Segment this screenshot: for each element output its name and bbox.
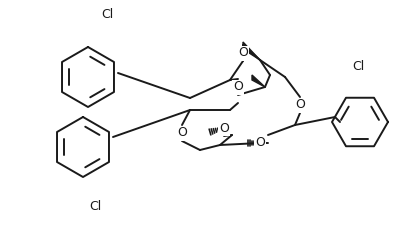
Text: Cl: Cl bbox=[101, 9, 113, 22]
Text: O: O bbox=[219, 122, 229, 135]
Polygon shape bbox=[243, 42, 260, 60]
Text: O: O bbox=[233, 81, 243, 94]
Text: O: O bbox=[177, 126, 187, 140]
Text: Cl: Cl bbox=[352, 61, 364, 74]
Polygon shape bbox=[252, 75, 265, 87]
Text: O: O bbox=[238, 47, 248, 59]
Text: Cl: Cl bbox=[89, 200, 101, 214]
Text: O: O bbox=[295, 99, 305, 112]
Text: O: O bbox=[255, 137, 265, 149]
